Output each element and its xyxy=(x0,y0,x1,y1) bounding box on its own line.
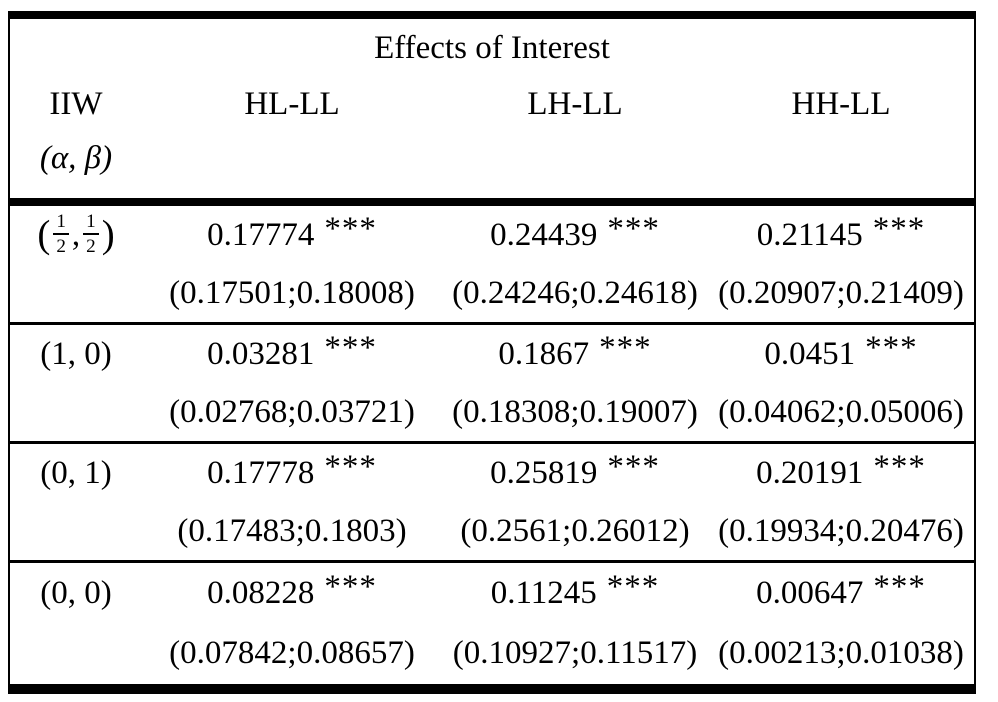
confidence-interval-line: (0.17483;0.1803) (0.2561;0.26012) (0.199… xyxy=(10,502,974,560)
estimate-value: 0.00647 xyxy=(756,574,864,611)
empty-cell xyxy=(10,383,142,441)
significance-stars: *** xyxy=(607,448,660,485)
estimate-cell: 0.00647 *** xyxy=(708,563,974,623)
estimate-cell: 0.1867 *** xyxy=(442,325,708,383)
empty-cell xyxy=(10,502,142,560)
row-separator-rule xyxy=(8,441,976,444)
alpha-beta-label: (α, β) xyxy=(39,140,113,176)
estimate-value: 0.11245 xyxy=(490,574,597,611)
significance-stars: *** xyxy=(873,568,926,605)
close-paren: ) xyxy=(101,212,115,256)
significance-stars: *** xyxy=(872,210,926,247)
estimate-cell: 0.08228 *** xyxy=(142,563,442,623)
empty-cell xyxy=(10,264,142,322)
significance-stars: *** xyxy=(873,448,926,485)
estimate-line: (0, 1) 0.17778 *** 0.25819 *** 0.20191 *… xyxy=(10,444,974,502)
table-title: Effects of Interest xyxy=(374,29,610,66)
estimate-cell: 0.0451 *** xyxy=(708,325,974,383)
column-header-hh-ll: HH-LL xyxy=(791,85,891,122)
estimate-line: (1 2, 1 2) 0.17774 *** 0.24439 *** 0.21145 … xyxy=(10,206,974,264)
iiw-cell: (1, 0) xyxy=(40,335,112,372)
estimate-value: 0.21145 xyxy=(756,216,863,253)
confidence-interval: (0.17501;0.18008) xyxy=(169,274,415,311)
table-header: Effects of Interest IIW HL-LL LH-LL HH-L… xyxy=(8,19,976,198)
row-separator-rule xyxy=(8,322,976,325)
confidence-interval: (0.24246;0.24618) xyxy=(452,274,698,311)
estimate-cell: 0.21145 *** xyxy=(708,206,974,264)
row-separator-rule xyxy=(8,560,976,563)
iiw-cell: (0, 0) xyxy=(40,574,112,611)
estimate-cell: 0.25819 *** xyxy=(442,444,708,502)
confidence-interval-line: (0.07842;0.08657) (0.10927;0.11517) (0.0… xyxy=(10,623,974,683)
significance-stars: *** xyxy=(865,329,918,366)
estimate-value: 0.24439 xyxy=(490,216,598,253)
bottom-rule xyxy=(8,684,976,694)
confidence-interval: (0.07842;0.08657) xyxy=(169,634,415,671)
confidence-interval: (0.04062;0.05006) xyxy=(718,393,964,430)
confidence-interval: (0.00213;0.01038) xyxy=(718,634,964,671)
significance-stars: *** xyxy=(599,329,652,366)
alpha-beta-row: (α, β) xyxy=(10,131,974,198)
iiw-cell: (0, 1) xyxy=(40,454,112,491)
significance-stars: *** xyxy=(324,448,377,485)
column-header-iiw: IIW xyxy=(49,85,103,122)
table-row-1-0: (1, 0) 0.03281 *** 0.1867 *** 0.0451 ***… xyxy=(8,325,976,441)
effects-table: Effects of Interest IIW HL-LL LH-LL HH-L… xyxy=(8,11,976,694)
confidence-interval: (0.10927;0.11517) xyxy=(452,634,698,671)
estimate-cell: 0.11245 *** xyxy=(442,563,708,623)
column-header-row: IIW HL-LL LH-LL HH-LL xyxy=(10,77,974,131)
estimate-value: 0.08228 xyxy=(207,574,315,611)
significance-stars: *** xyxy=(606,568,660,605)
significance-stars: *** xyxy=(324,329,377,366)
confidence-interval-line: (0.02768;0.03721) (0.18308;0.19007) (0.0… xyxy=(10,383,974,441)
confidence-interval: (0.17483;0.1803) xyxy=(177,512,407,549)
estimate-cell: 0.24439 *** xyxy=(442,206,708,264)
significance-stars: *** xyxy=(607,210,660,247)
iiw-cell: (1 2, 1 2) xyxy=(10,206,142,264)
estimate-value: 0.20191 xyxy=(756,454,864,491)
significance-stars: *** xyxy=(324,568,377,605)
estimate-value: 0.17778 xyxy=(207,454,315,491)
confidence-interval: (0.18308;0.19007) xyxy=(452,393,698,430)
table-row-0-1: (0, 1) 0.17778 *** 0.25819 *** 0.20191 *… xyxy=(8,444,976,560)
confidence-interval: (0.20907;0.21409) xyxy=(718,274,964,311)
confidence-interval: (0.02768;0.03721) xyxy=(169,393,415,430)
estimate-cell: 0.20191 *** xyxy=(708,444,974,502)
estimate-value: 0.25819 xyxy=(490,454,598,491)
open-paren: ( xyxy=(37,212,51,256)
estimate-line: (0, 0) 0.08228 *** 0.11245 *** 0.00647 *… xyxy=(10,563,974,623)
top-rule xyxy=(8,11,976,19)
column-header-hl-ll: HL-LL xyxy=(244,85,340,122)
significance-stars: *** xyxy=(324,210,377,247)
estimate-line: (1, 0) 0.03281 *** 0.1867 *** 0.0451 *** xyxy=(10,325,974,383)
confidence-interval: (0.2561;0.26012) xyxy=(460,512,690,549)
estimate-cell: 0.17774 *** xyxy=(142,206,442,264)
comma: , xyxy=(71,216,81,253)
estimate-value: 0.0451 xyxy=(764,335,856,372)
table-title-row: Effects of Interest xyxy=(10,19,974,77)
estimate-value: 0.17774 xyxy=(207,216,315,253)
confidence-interval-line: (0.17501;0.18008) (0.24246;0.24618) (0.2… xyxy=(10,264,974,322)
confidence-interval: (0.19934;0.20476) xyxy=(718,512,964,549)
empty-cell xyxy=(10,623,142,683)
table-row-half-half: (1 2, 1 2) 0.17774 *** 0.24439 *** 0.21145 … xyxy=(8,206,976,322)
column-header-lh-ll: LH-LL xyxy=(527,85,623,122)
estimate-cell: 0.03281 *** xyxy=(142,325,442,383)
table-row-0-0: (0, 0) 0.08228 *** 0.11245 *** 0.00647 *… xyxy=(8,563,976,684)
estimate-cell: 0.17778 *** xyxy=(142,444,442,502)
estimate-value: 0.03281 xyxy=(207,335,315,372)
header-separator-rule xyxy=(8,198,976,206)
estimate-value: 0.1867 xyxy=(498,335,590,372)
